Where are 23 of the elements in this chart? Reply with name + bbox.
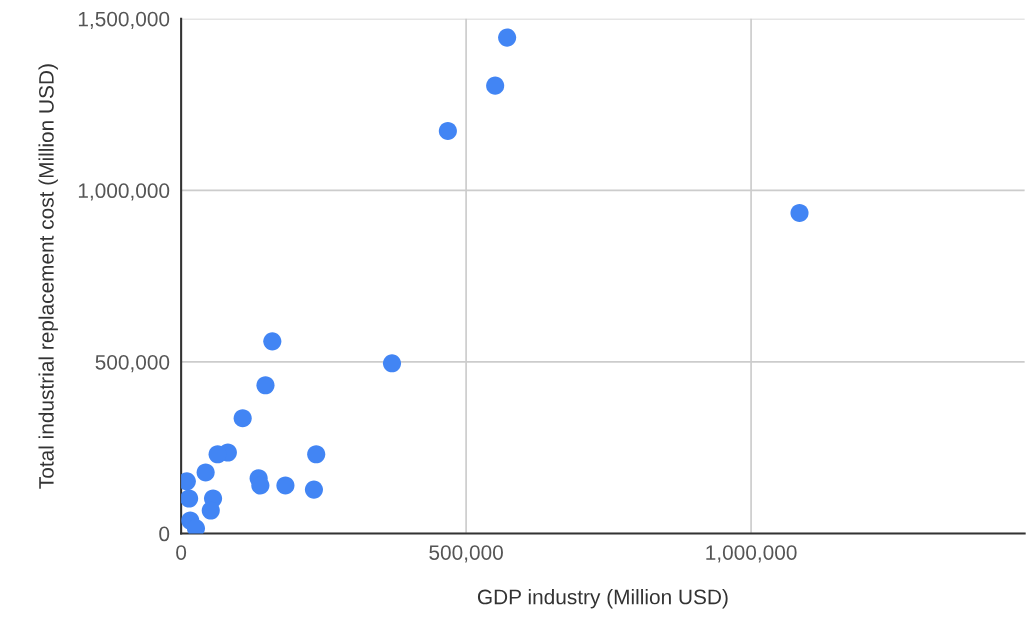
y-tick-label: 1,000,000 bbox=[78, 183, 170, 201]
point bbox=[498, 28, 517, 47]
point bbox=[233, 409, 252, 428]
point bbox=[263, 332, 282, 351]
y-tick-label: 0 bbox=[159, 526, 170, 542]
x-tick-label: 500,000 bbox=[429, 545, 503, 563]
y-tick-label: 500,000 bbox=[95, 354, 170, 373]
point bbox=[201, 501, 220, 520]
point bbox=[276, 476, 295, 495]
point bbox=[438, 121, 457, 140]
point bbox=[486, 76, 505, 95]
point bbox=[790, 203, 809, 223]
point bbox=[196, 463, 215, 482]
point bbox=[304, 480, 323, 499]
point bbox=[307, 445, 326, 464]
point bbox=[181, 489, 199, 508]
y-tick-label: 1,500,000 bbox=[78, 11, 170, 29]
y-axis-title: Total industrial replacement cost (Million USD) bbox=[38, 64, 58, 489]
x-tick-label: 0 bbox=[176, 545, 187, 560]
point bbox=[256, 376, 275, 395]
x-tick-label: 1,000,000 bbox=[706, 545, 797, 563]
x-axis-title: GDP industry (Million USD) bbox=[477, 589, 728, 609]
point bbox=[382, 354, 402, 373]
